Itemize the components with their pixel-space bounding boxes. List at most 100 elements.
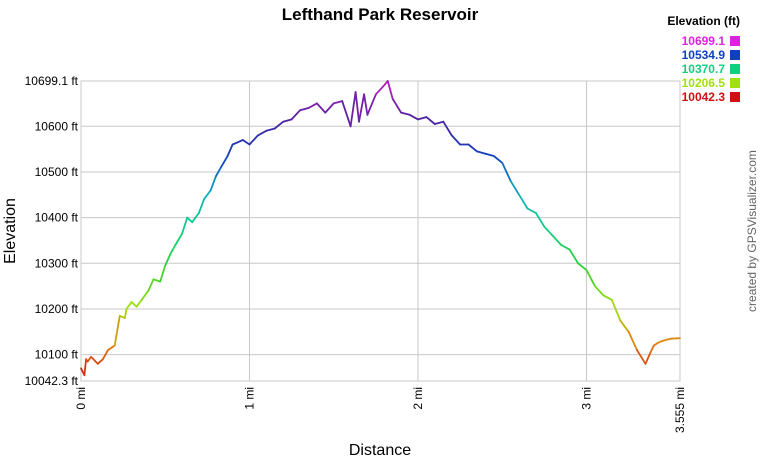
elevation-segment (669, 337, 681, 340)
elevation-segment (125, 301, 133, 310)
elevation-segment (236, 139, 244, 144)
elevation-segment (585, 269, 596, 288)
elevation-segment (324, 102, 335, 114)
elevation-segment (83, 358, 87, 377)
chart-title: Lefthand Park Reservoir (282, 5, 479, 24)
elevation-segment (315, 102, 327, 114)
elevation-segment (568, 248, 579, 265)
elevation-segment (408, 113, 419, 121)
elevation-segment (560, 244, 571, 251)
y-tick-label: 10100 ft (35, 348, 79, 362)
elevation-segment (214, 166, 222, 178)
elevation-segment (226, 143, 234, 157)
elevation-segment (484, 152, 495, 157)
elevation-segment (140, 289, 150, 301)
elevation-segment (265, 127, 276, 132)
elevation-segment (543, 225, 554, 237)
elevation-segment (219, 155, 229, 169)
elevation-segment (203, 189, 212, 201)
elevation-segment (307, 102, 318, 109)
elevation-segment (501, 161, 512, 183)
elevation-segment (186, 216, 194, 224)
elevation-segment (90, 355, 99, 365)
elevation-segment (290, 109, 301, 121)
elevation-segment (164, 253, 172, 267)
elevation-segment (96, 358, 104, 365)
elevation-segment (152, 278, 162, 283)
elevation-segment (656, 339, 664, 345)
y-tick-label: 10300 ft (35, 256, 79, 270)
elevation-segment (619, 319, 630, 333)
elevation-segment (123, 308, 128, 320)
elevation-segment (661, 337, 672, 342)
elevation-segment (86, 355, 92, 363)
elevation-segment (450, 134, 462, 146)
elevation-line (80, 80, 681, 377)
x-axis-title: Distance (349, 442, 411, 459)
elevation-segment (174, 232, 184, 246)
elevation-segment (594, 285, 605, 297)
elevation-segment (366, 93, 377, 116)
y-tick-label: 10200 ft (35, 302, 79, 316)
elevation-segment (649, 344, 655, 354)
elevation-segment (442, 120, 453, 137)
x-tick-label: 3.555 mi (673, 387, 687, 433)
elevation-segment (256, 129, 268, 137)
grid (80, 80, 681, 382)
y-tick-label: 10400 ft (35, 211, 79, 225)
elevation-segment (526, 207, 537, 214)
elevation-segment (358, 93, 366, 123)
elevation-segment (209, 175, 217, 192)
elevation-segment (102, 349, 109, 361)
elevation-segment (391, 98, 403, 114)
elevation-segment (535, 212, 546, 228)
legend-swatch (730, 50, 740, 60)
y-tick-label: 10699.1 ft (25, 74, 79, 88)
legend-value: 10206.5 (682, 76, 726, 90)
elevation-segment (509, 180, 520, 196)
elevation-segment (241, 139, 251, 146)
elevation-segment (181, 216, 189, 235)
elevation-segment (299, 107, 310, 112)
elevation-segment (197, 198, 205, 214)
elevation-segment (386, 80, 394, 100)
elevation-segment (644, 351, 652, 365)
elevation-segment (492, 155, 504, 164)
x-tick-label: 2 mi (411, 387, 425, 410)
elevation-segment (273, 120, 285, 130)
legend-swatch (730, 78, 740, 88)
legend-value: 10042.3 (682, 90, 726, 104)
legend-value: 10370.7 (682, 62, 726, 76)
elevation-segment (107, 344, 116, 352)
legend-value: 10699.1 (682, 34, 726, 48)
elevation-segment (476, 150, 487, 155)
elevation-segment (400, 111, 411, 116)
y-axis-ticks: 10042.3 ft 10100 ft 10200 ft 10300 ft 10400 … (25, 74, 79, 388)
x-tick-label: 0 mi (74, 387, 88, 410)
elevation-segment (354, 91, 360, 123)
elevation-segment (551, 234, 563, 246)
elevation-segment (636, 349, 647, 365)
y-tick-label: 10500 ft (35, 165, 79, 179)
x-tick-label: 3 mi (579, 387, 593, 410)
elevation-segment (130, 301, 138, 308)
elevation-segment (191, 212, 200, 224)
elevation-segment (602, 294, 613, 301)
legend: Elevation (ft) 10699.110534.910370.71020… (667, 14, 740, 104)
x-tick-label: 1 mi (242, 387, 256, 410)
elevation-segment (518, 193, 529, 210)
y-tick-label: 10600 ft (35, 119, 79, 133)
elevation-segment (374, 84, 386, 96)
y-tick-label: 10042.3 ft (25, 374, 79, 388)
legend-swatch (730, 92, 740, 102)
elevation-segment (363, 93, 369, 116)
elevation-segment (417, 116, 428, 121)
elevation-segment (282, 118, 293, 123)
plot-area (80, 80, 681, 382)
elevation-segment (425, 116, 436, 125)
elevation-segment (147, 278, 155, 292)
legend-value: 10534.9 (682, 48, 726, 62)
credit-text: created by GPSVisualizer.com (745, 150, 759, 312)
legend-swatch (730, 64, 740, 74)
elevation-segment (332, 100, 344, 105)
